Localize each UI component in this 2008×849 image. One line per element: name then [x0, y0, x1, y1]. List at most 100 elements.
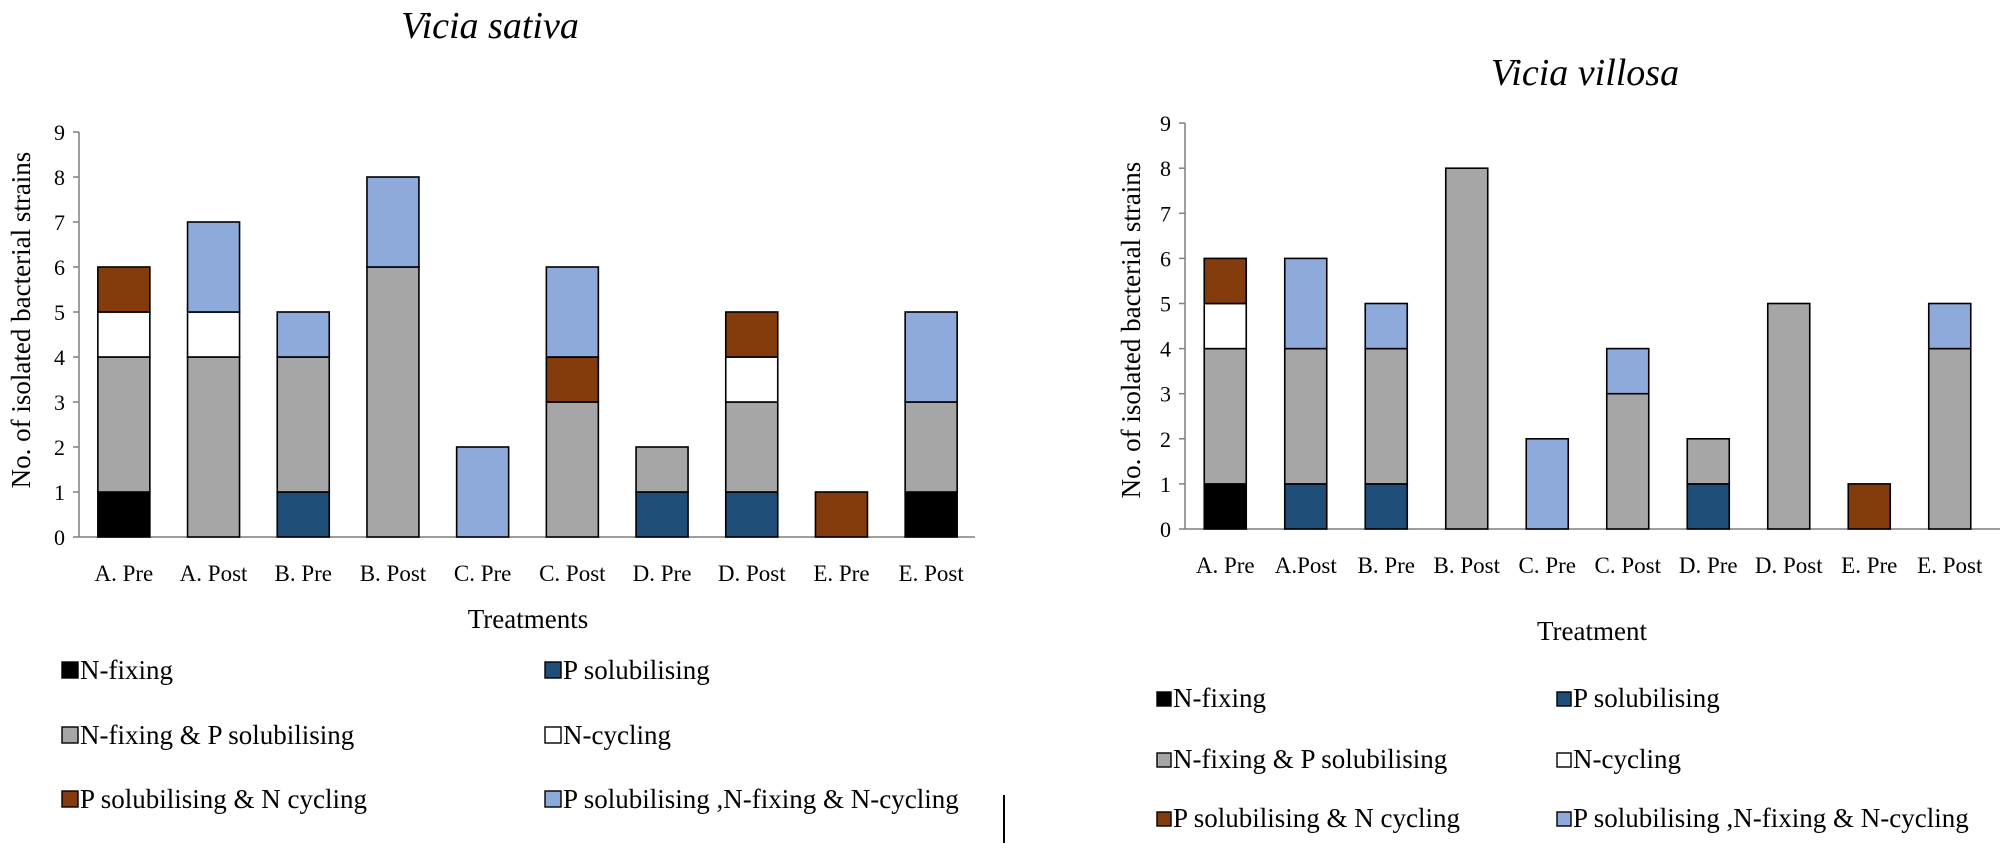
- y-tick-label: 6: [54, 255, 65, 280]
- chart-title: Vicia sativa: [401, 5, 579, 47]
- legend-label: N-cycling: [563, 720, 671, 750]
- legend-swatch: [544, 790, 562, 808]
- x-tick-label: A. Pre: [94, 561, 153, 586]
- bar-segment: [904, 401, 958, 493]
- x-tick-label: A.Post: [1275, 553, 1338, 578]
- legend-label: P solubilising & N cycling: [1173, 803, 1460, 833]
- x-tick-label: A. Post: [180, 561, 248, 586]
- y-tick-label: 5: [54, 300, 65, 325]
- y-tick-label: 9: [54, 120, 65, 145]
- bar-segment: [1847, 483, 1892, 530]
- x-tick-label: D. Pre: [1679, 553, 1738, 578]
- y-tick-label: 4: [1160, 337, 1171, 362]
- x-tick-label: B. Post: [360, 561, 427, 586]
- chart-vicia-villosa: Vicia villosa 0 1 2 3 4 5 6 7 8 9 No. of isolated b…: [1116, 52, 2000, 833]
- y-tick-label: 3: [1160, 382, 1171, 407]
- bar-segment: [1766, 302, 1811, 530]
- legend-label: P solubilising: [563, 655, 710, 685]
- chart-title: Vicia villosa: [1491, 52, 1679, 94]
- x-tick-label: D. Post: [1755, 553, 1823, 578]
- x-tick-label: C. Pre: [1519, 553, 1577, 578]
- y-tick-label: 6: [1160, 246, 1171, 271]
- bar-segment: [1686, 437, 1731, 485]
- legend-label: P solubilising ,N-fixing & N-cycling: [563, 784, 959, 814]
- legend-label: P solubilising: [1573, 683, 1720, 713]
- legend-swatch: [1156, 752, 1172, 768]
- legend-label: P solubilising & N cycling: [80, 784, 367, 814]
- y-tick-label: 8: [54, 165, 65, 190]
- x-tick-label: B. Post: [1434, 553, 1501, 578]
- y-tick-label: 7: [1160, 201, 1171, 226]
- bar-segment: [1203, 347, 1248, 485]
- bar-segment: [276, 311, 331, 358]
- bar-segment: [1364, 483, 1409, 530]
- y-tick-label: 0: [1160, 517, 1171, 542]
- bar-segment: [724, 491, 779, 538]
- bar-segment: [366, 176, 420, 268]
- y-tick-label: 2: [54, 435, 65, 460]
- x-tick-label: B. Pre: [275, 561, 333, 586]
- legend-label: N-fixing: [80, 655, 173, 685]
- y-tick-label: 5: [1160, 292, 1171, 317]
- bar-segment: [724, 401, 779, 493]
- bar-segment: [1605, 392, 1650, 530]
- x-tick-label: E. Pre: [1841, 553, 1897, 578]
- legend-swatch: [1156, 811, 1172, 827]
- bar-segment: [276, 491, 331, 538]
- bar-segment: [814, 491, 869, 538]
- legend-swatch: [544, 661, 562, 679]
- legend-swatch: [61, 726, 79, 744]
- x-tick-label: D. Pre: [633, 561, 692, 586]
- legend-swatch: [1556, 811, 1572, 827]
- bar-segment: [545, 401, 600, 538]
- y-tick-label: 1: [54, 480, 65, 505]
- bar-segment: [186, 311, 241, 358]
- bar-segment: [1927, 302, 1972, 350]
- legend-swatch: [1556, 691, 1572, 707]
- legend-swatch: [544, 726, 562, 744]
- y-tick-label: 1: [1160, 472, 1171, 497]
- bar-segment: [1283, 483, 1328, 530]
- bar-segment: [724, 311, 779, 358]
- x-axis-label: Treatment: [1537, 616, 1647, 646]
- x-tick-label: B. Pre: [1358, 553, 1416, 578]
- bar-segment: [1203, 302, 1248, 350]
- bar-segment: [186, 356, 241, 538]
- bar-segment: [1364, 302, 1409, 350]
- bar-segment: [545, 356, 600, 403]
- bar-segment: [97, 491, 151, 538]
- bar-segment: [97, 266, 151, 313]
- x-tick-label: C. Post: [539, 561, 606, 586]
- bar-segment: [635, 446, 689, 493]
- legend-swatch: [61, 790, 79, 808]
- y-tick-label: 3: [54, 390, 65, 415]
- bar-segment: [1605, 347, 1650, 395]
- bar-segment: [1686, 483, 1731, 530]
- x-tick-label: C. Pre: [454, 561, 512, 586]
- legend-swatch: [61, 661, 79, 679]
- x-tick-label: A. Pre: [1196, 553, 1255, 578]
- x-tick-label: E. Post: [1917, 553, 1983, 578]
- legend-label: N-fixing: [1173, 683, 1266, 713]
- y-axis-label: No. of isolated bacterial strains: [6, 152, 36, 489]
- x-axis-label: Treatments: [468, 604, 589, 634]
- bar-segment: [724, 356, 779, 403]
- chart-vicia-sativa: Vicia sativa 0 1 2 3 4 5 6 7 8 9 No. of isolated ba…: [6, 5, 975, 814]
- y-tick-label: 9: [1160, 111, 1171, 136]
- bar-segment: [1525, 437, 1570, 530]
- bar-segment: [97, 356, 151, 493]
- legend-label: N-fixing & P solubilising: [1173, 744, 1447, 774]
- bar-segment: [904, 311, 958, 403]
- y-tick-label: 8: [1160, 156, 1171, 181]
- bar-segment: [276, 356, 331, 493]
- y-tick-label: 4: [54, 345, 65, 370]
- x-tick-label: C. Post: [1595, 553, 1662, 578]
- y-tick-label: 2: [1160, 427, 1171, 452]
- y-tick-label: 0: [54, 525, 65, 550]
- y-axis-label: No. of isolated bacterial strains: [1116, 162, 1146, 499]
- bar-segment: [545, 266, 600, 358]
- bar-segment: [1927, 347, 1972, 530]
- legend-label: N-cycling: [1573, 744, 1681, 774]
- bar-segment: [1283, 347, 1328, 485]
